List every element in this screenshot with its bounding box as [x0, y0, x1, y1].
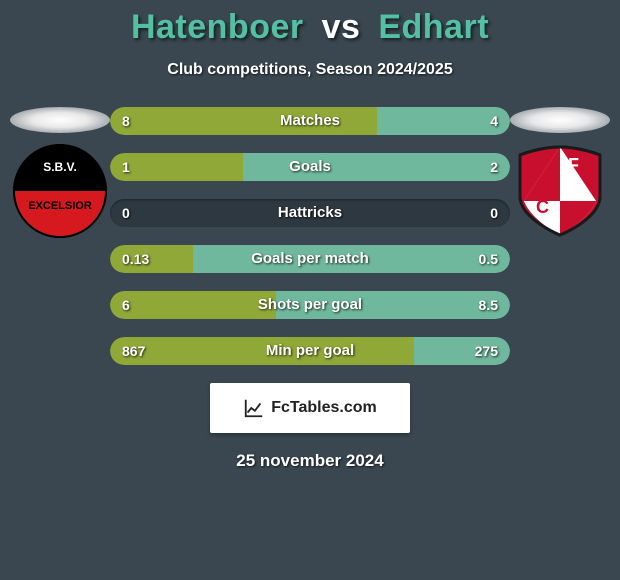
- date: 25 november 2024: [0, 451, 620, 471]
- footer-badge: FcTables.com: [210, 383, 410, 433]
- spotlight-right: [510, 107, 610, 133]
- utrecht-icon: F C: [510, 141, 610, 241]
- main-area: S.B.V. EXCELSIOR F C 84: [0, 107, 620, 365]
- stat-row: 12Goals: [110, 153, 510, 181]
- stat-row: 0.130.5Goals per match: [110, 245, 510, 273]
- title-player1: Hatenboer: [131, 8, 304, 46]
- subtitle: Club competitions, Season 2024/2025: [0, 61, 620, 79]
- title: Hatenboer vs Edhart: [0, 0, 620, 47]
- stat-bars: 84Matches 12Goals 00Hattricks 0.130.5Goals …: [110, 107, 510, 365]
- stat-label: Goals: [110, 153, 510, 181]
- stat-label: Hattricks: [110, 199, 510, 227]
- stat-row: 867275Min per goal: [110, 337, 510, 365]
- stat-row: 68.5Shots per goal: [110, 291, 510, 319]
- stat-label: Matches: [110, 107, 510, 135]
- footer-badge-text: FcTables.com: [271, 399, 377, 417]
- crest-right-image: F C: [510, 141, 610, 241]
- crest-left: S.B.V. EXCELSIOR: [10, 107, 110, 247]
- svg-text:F: F: [568, 155, 579, 175]
- chart-icon: [243, 397, 265, 419]
- stat-label: Min per goal: [110, 337, 510, 365]
- stat-row: 00Hattricks: [110, 199, 510, 227]
- svg-text:S.B.V.: S.B.V.: [43, 160, 77, 174]
- stat-label: Shots per goal: [110, 291, 510, 319]
- crest-right: F C: [510, 107, 610, 247]
- svg-text:C: C: [536, 197, 549, 217]
- title-player2: Edhart: [378, 8, 489, 46]
- title-vs: vs: [322, 8, 361, 46]
- excelsior-icon: S.B.V. EXCELSIOR: [10, 141, 110, 241]
- spotlight-left: [10, 107, 110, 133]
- svg-text:EXCELSIOR: EXCELSIOR: [28, 200, 92, 212]
- stat-label: Goals per match: [110, 245, 510, 273]
- crest-left-image: S.B.V. EXCELSIOR: [10, 141, 110, 241]
- stat-row: 84Matches: [110, 107, 510, 135]
